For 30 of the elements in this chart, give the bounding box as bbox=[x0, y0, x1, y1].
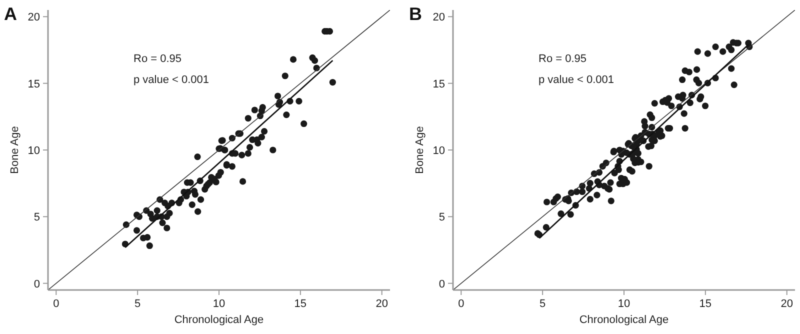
x-axis-title: Chronological Age bbox=[174, 314, 264, 326]
y-tick-label: 0 bbox=[34, 278, 40, 290]
x-tick-label: 10 bbox=[212, 298, 226, 310]
y-tick-label: 20 bbox=[432, 12, 445, 24]
x-axis-title: Chronological Age bbox=[579, 314, 669, 326]
chart-title: B bbox=[409, 4, 422, 24]
y-tick-label: 15 bbox=[432, 78, 445, 90]
x-tick-label: 15 bbox=[699, 298, 712, 310]
annotation: p value < 0.001 bbox=[134, 74, 210, 86]
annotation: p value < 0.001 bbox=[538, 74, 614, 86]
y-tick-label: 5 bbox=[34, 212, 40, 224]
y-tick-label: 20 bbox=[28, 12, 40, 24]
chart-title: A bbox=[4, 4, 17, 24]
y-tick-label: 0 bbox=[438, 278, 445, 290]
x-tick-label: 5 bbox=[134, 298, 141, 310]
y-axis-title: Bone Age bbox=[9, 126, 21, 174]
annotation: Ro = 0.95 bbox=[538, 53, 587, 65]
x-tick-label: 20 bbox=[780, 298, 793, 310]
x-tick-label: 5 bbox=[540, 298, 546, 310]
y-tick-label: 15 bbox=[28, 78, 40, 90]
y-axis-title: Bone Age bbox=[414, 126, 426, 174]
y-tick-label: 10 bbox=[432, 145, 445, 157]
y-tick-label: 10 bbox=[28, 145, 40, 157]
x-tick-label: 20 bbox=[376, 298, 388, 310]
annotation: Ro = 0.95 bbox=[134, 53, 182, 65]
x-tick-label: 10 bbox=[618, 298, 630, 310]
y-tick-label: 5 bbox=[438, 212, 445, 224]
x-tick-label: 15 bbox=[294, 298, 307, 310]
x-tick-label: 0 bbox=[53, 298, 60, 310]
x-tick-label: 0 bbox=[458, 298, 464, 310]
